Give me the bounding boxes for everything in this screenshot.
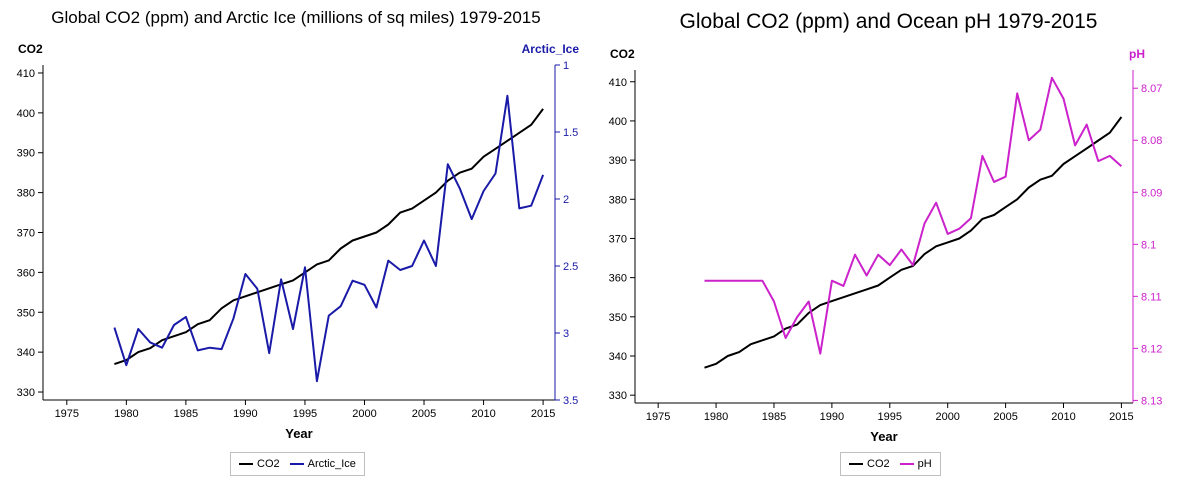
x-tick-label: 1980 [114,408,138,420]
y-tick-label: 400 [17,108,35,120]
x-tick-label: 1975 [646,411,670,423]
x-axis-label: Year [285,426,312,441]
x-tick-label: 1990 [820,411,844,423]
y2-tick-label: 8.11 [1141,291,1162,303]
y-tick-label: 380 [609,194,627,206]
x-tick-label: 2010 [471,408,495,420]
legend-item-arctic-ice: Arctic_Ice [289,458,356,470]
y2-tick-label: 2 [563,194,569,206]
y-tick-label: 390 [609,155,627,167]
legend-item-ph: pH [899,458,932,470]
y2-tick-label: 3 [563,328,569,340]
x-tick-label: 2010 [1051,411,1075,423]
x-tick-label: 1995 [878,411,902,423]
x-tick-label: 1985 [762,411,786,423]
legend-label-ph: pH [917,458,932,470]
y-tick-label: 330 [17,387,35,399]
y-tick-label: 400 [609,116,627,128]
y-tick-label: 360 [17,267,35,279]
chart-panel-arctic: Global CO2 (ppm) and Arctic Ice (million… [0,0,592,483]
legend-swatch-arctic-ice [289,463,304,465]
y-tick-label: 350 [17,307,35,319]
y-tick-label: 370 [609,233,627,245]
y2-axis-label: Arctic_Ice [522,42,580,56]
y2-tick-label: 8.08 [1141,135,1162,147]
x-tick-label: 2005 [993,411,1017,423]
legend-swatch-ph [899,463,914,465]
series-line-co2 [704,116,1123,369]
y-tick-label: 330 [609,390,627,402]
x-tick-label: 2000 [352,408,376,420]
x-tick-label: 2005 [412,408,436,420]
y2-tick-label: 8.07 [1141,83,1162,95]
legend-item-co2: CO2 [239,458,280,470]
y-axis-label: CO2 [18,42,43,56]
legend-label-arctic-ice: Arctic_Ice [307,458,356,470]
x-tick-label: 1975 [55,408,79,420]
chart-plot-ph: 1975 1980 1985 1990 1995 2000 2005 2010 2015 330 3… [609,47,1163,444]
y-tick-label: 340 [17,347,35,359]
x-tick-label: 1985 [174,408,198,420]
x-axis-label: Year [870,429,897,444]
y2-tick-label: 8.12 [1141,343,1162,355]
chart-title: Global CO2 (ppm) and Ocean pH 1979-2015 [679,10,1098,33]
y-tick-label: 340 [609,351,627,363]
y-tick-label: 410 [609,77,627,89]
series-line-co2 [114,108,544,366]
legend: CO2 Arctic_Ice [230,452,365,476]
y-tick-label: 360 [609,273,627,285]
legend: CO2 pH [840,452,941,476]
legend-label-co2: CO2 [257,458,280,470]
x-tick-label: 2015 [1109,411,1133,423]
y2-tick-label: 8.1 [1141,239,1156,251]
y2-tick-label: 1.5 [563,127,578,139]
y2-tick-label: 8.13 [1141,395,1162,407]
x-tick-label: 2015 [531,408,555,420]
legend-label-co2: CO2 [867,458,890,470]
x-tick-label: 1995 [293,408,317,420]
y2-tick-label: 3.5 [563,395,578,407]
y-axis-label: CO2 [610,47,635,61]
legend-swatch-co2 [239,463,253,465]
series-line-arctic-ice [113,94,545,383]
y-tick-label: 370 [17,228,35,240]
y-tick-label: 410 [17,68,35,80]
y2-tick-label: 8.09 [1141,187,1162,199]
y2-tick-label: 2.5 [563,261,578,273]
chart-title: Global CO2 (ppm) and Arctic Ice (million… [51,8,541,27]
x-tick-label: 1980 [704,411,728,423]
series-line-ph [704,76,1123,355]
legend-item-co2: CO2 [849,458,890,470]
x-tick-label: 1990 [233,408,257,420]
x-tick-label: 2000 [935,411,959,423]
y2-axis-label: pH [1129,47,1145,61]
y2-tick-label: 1 [563,60,569,72]
y-tick-label: 390 [17,148,35,160]
legend-swatch-co2 [849,463,863,465]
chart-plot-arctic: 1975 1980 1985 1990 1995 2000 2005 2010 2015 330 3… [17,42,580,441]
y-tick-label: 350 [609,312,627,324]
y-tick-label: 380 [17,188,35,200]
chart-panel-ph: Global CO2 (ppm) and Ocean pH 1979-2015 … [592,0,1185,483]
